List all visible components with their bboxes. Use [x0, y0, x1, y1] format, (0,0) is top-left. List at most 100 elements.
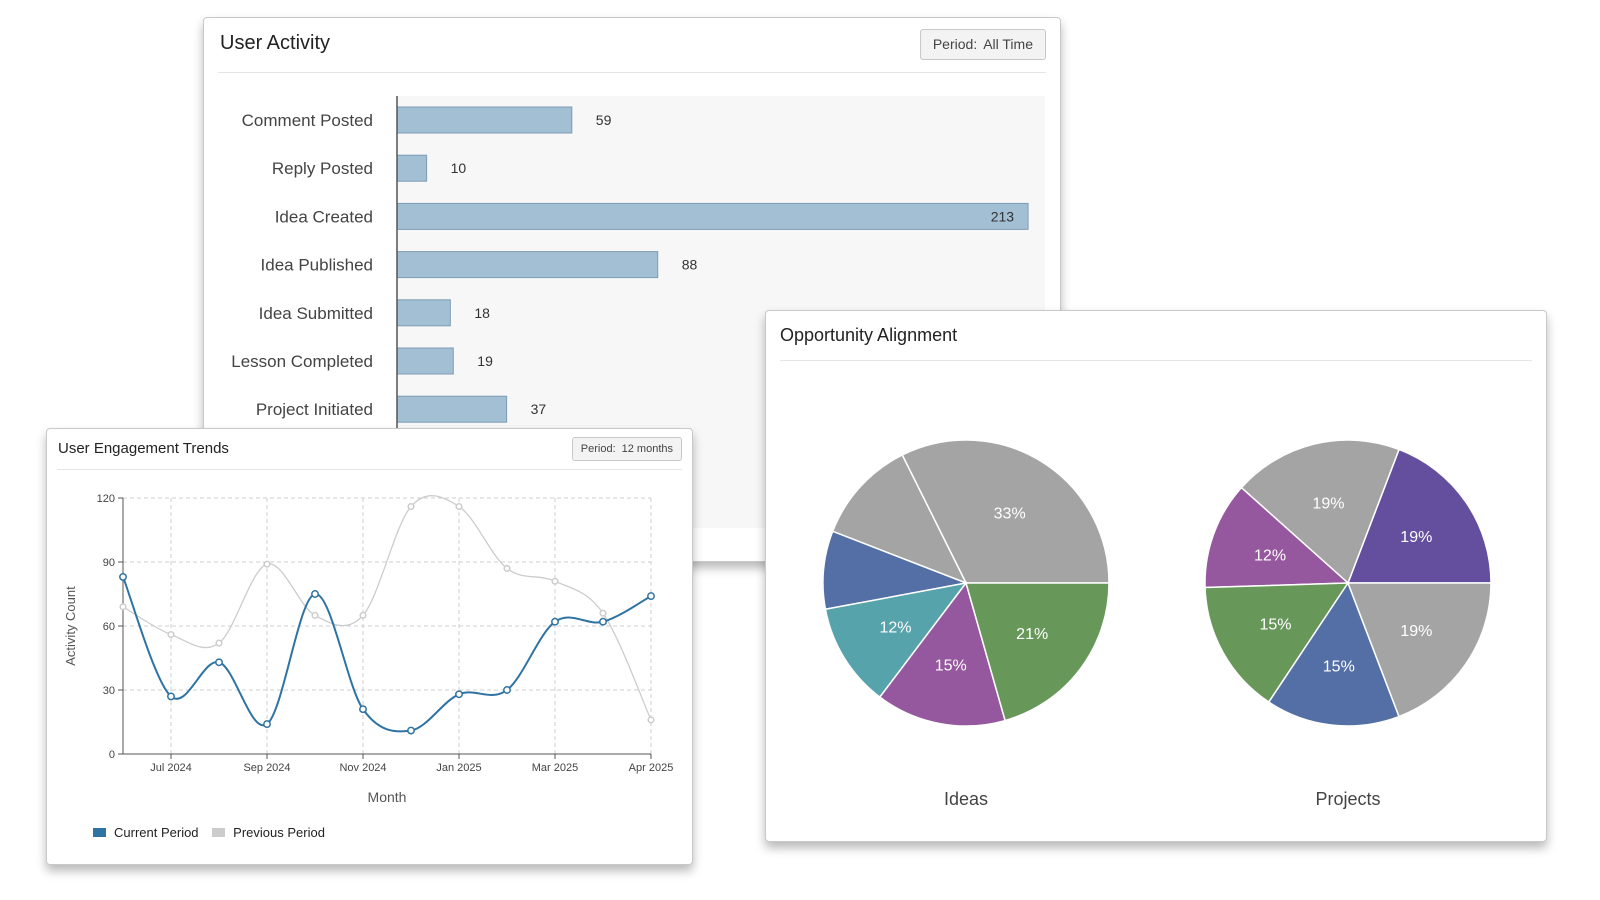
category-label: Idea Submitted — [259, 304, 373, 323]
current-period-point — [455, 690, 463, 699]
legend-swatch — [93, 828, 106, 838]
x-tick-label: Sep 2024 — [243, 762, 290, 774]
bar — [396, 251, 659, 279]
current-period-point — [647, 592, 655, 601]
current-period-point — [311, 590, 319, 598]
pie-slice — [1267, 581, 1401, 727]
current-period-point — [263, 720, 271, 729]
previous-period-line — [122, 495, 652, 721]
card-divider — [780, 360, 1532, 361]
slice-label: 33% — [994, 505, 1026, 522]
pie-slice — [824, 581, 968, 699]
period-button[interactable]: Period: All Time — [919, 29, 1046, 60]
period-value: All Time — [983, 36, 1033, 52]
pie-slice — [1240, 439, 1401, 585]
engagement-line-chart: 0 30 60 90 120 Jul 2024 Sep 2024 Nov 2024 Jan 20… — [63, 493, 674, 805]
slice-label: 15% — [935, 658, 967, 675]
previous-period-point — [263, 560, 271, 568]
period-label: Period: — [932, 36, 978, 52]
pie-slice — [1204, 486, 1350, 589]
data-label: 88 — [682, 257, 698, 273]
previous-period-point — [599, 609, 607, 617]
ideas-pie-title: Ideas — [944, 789, 988, 809]
user-activity-title: User Activity — [220, 32, 331, 54]
bar — [396, 299, 451, 327]
previous-period-point — [551, 577, 559, 585]
card-divider — [218, 72, 1046, 73]
previous-period-point — [407, 502, 415, 511]
data-label: 213 — [991, 208, 1015, 224]
slice-label: 12% — [879, 620, 911, 637]
pie-slice — [1204, 582, 1350, 704]
legend-item-current[interactable]: Current Period — [93, 825, 199, 840]
previous-period-point — [311, 611, 319, 619]
slice-label: 19% — [1400, 623, 1432, 640]
projects-pie-title: Projects — [1315, 789, 1380, 809]
category-label: Idea Created — [275, 207, 373, 226]
current-period-point — [359, 705, 367, 714]
data-label: 59 — [596, 112, 612, 128]
slice-label: 19% — [1400, 529, 1432, 546]
period-button[interactable]: Period: 12 months — [571, 437, 682, 461]
bar — [396, 202, 1029, 230]
opportunity-title: Opportunity Alignment — [780, 325, 958, 345]
category-label: Lesson Completed — [231, 352, 373, 371]
slice-label: 12% — [1254, 548, 1286, 565]
opportunity-pie-charts: 33% 12% 15% 21% Ideas 19% 19% 12% 15% 15% 19% Proje… — [822, 439, 1492, 809]
bar — [396, 154, 428, 182]
previous-period-point — [647, 716, 655, 724]
previous-period-point — [215, 639, 223, 647]
engagement-title: User Engagement Trends — [58, 440, 229, 457]
previous-period-point — [503, 564, 511, 572]
previous-period-point — [359, 611, 367, 619]
bar — [396, 347, 454, 375]
legend-item-previous[interactable]: Previous Period — [212, 825, 325, 840]
x-tick-label: Jul 2024 — [150, 762, 192, 774]
y-tick-label: 120 — [97, 493, 115, 505]
slice-label: 15% — [1323, 658, 1355, 675]
current-period-point — [551, 617, 559, 626]
current-period-point — [407, 726, 415, 735]
current-period-point — [215, 658, 223, 667]
category-label: Idea Published — [261, 256, 373, 275]
card-divider — [57, 469, 682, 470]
x-tick-label: Apr 2025 — [629, 762, 674, 774]
y-tick-label: 30 — [103, 685, 115, 697]
y-tick-label: 60 — [103, 621, 115, 633]
current-period-point — [599, 617, 607, 626]
category-label: Comment Posted — [242, 111, 373, 130]
current-period-point — [167, 692, 175, 701]
data-label: 37 — [531, 401, 547, 417]
bar — [396, 106, 573, 134]
slice-label: 19% — [1312, 495, 1344, 512]
previous-period-point — [167, 630, 175, 639]
previous-period-point — [119, 603, 127, 611]
legend-label: Previous Period — [233, 825, 325, 840]
pie-slice — [1346, 448, 1492, 584]
current-period-point — [119, 572, 127, 581]
opportunity-alignment-card: Opportunity Alignment 33% 12% 15% 21% Ideas 1… — [765, 310, 1547, 842]
x-tick-label: Jan 2025 — [436, 762, 481, 774]
period-value: 12 months — [621, 443, 673, 455]
engagement-trends-card: User Engagement Trends Period: 12 months … — [46, 428, 693, 865]
category-label: Reply Posted — [272, 159, 373, 178]
data-label: 19 — [477, 353, 493, 369]
chart-legend: Current Period Previous Period — [93, 825, 335, 840]
period-label: Period: — [580, 443, 616, 455]
slice-label: 15% — [1260, 616, 1292, 633]
pie-slice — [901, 439, 1110, 584]
y-tick-label: 90 — [103, 557, 115, 569]
current-period-line — [122, 576, 652, 733]
data-label: 18 — [474, 305, 490, 321]
category-label: Project Initiated — [256, 400, 373, 419]
previous-period-point — [455, 502, 463, 511]
x-axis-title: Month — [368, 789, 407, 805]
slice-label: 21% — [1016, 626, 1048, 643]
pie-slice — [1346, 582, 1492, 718]
pie-slice — [831, 453, 968, 585]
legend-label: Current Period — [114, 825, 199, 840]
pie-slice — [965, 582, 1110, 722]
bar — [396, 395, 508, 423]
x-tick-label: Mar 2025 — [532, 762, 578, 774]
legend-swatch — [212, 828, 226, 838]
